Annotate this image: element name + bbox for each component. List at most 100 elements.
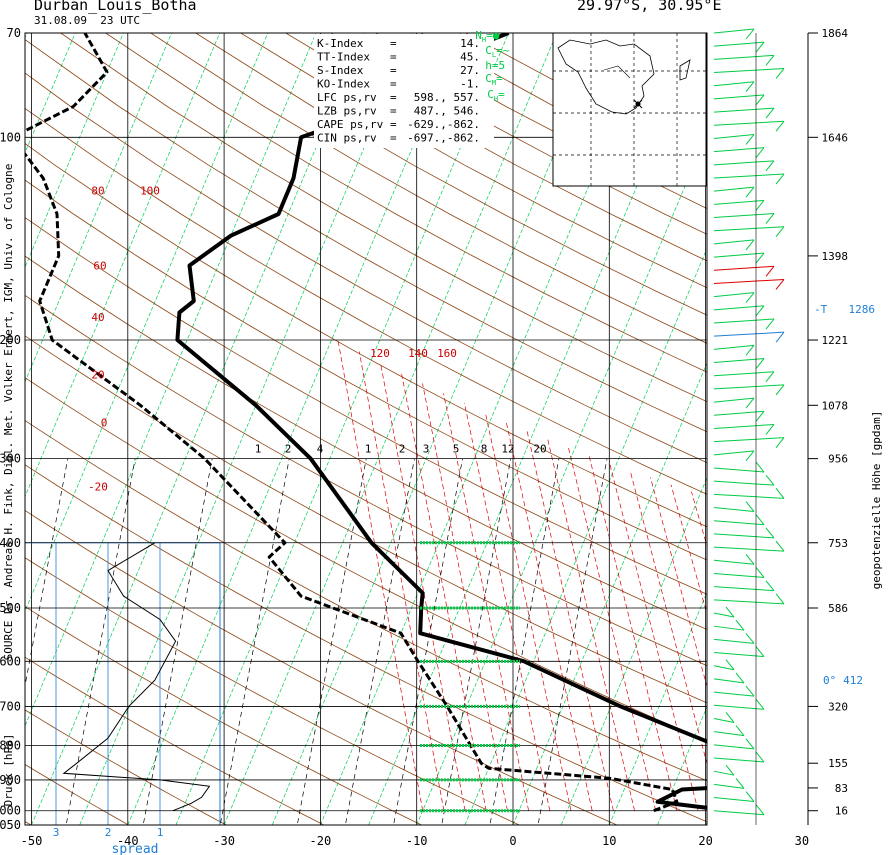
- inset-map-frame: [552, 32, 707, 187]
- wind-barb-flag: [765, 580, 775, 591]
- index-value: -629.,-862.: [407, 118, 480, 131]
- geopotential-label: 1864: [822, 27, 849, 40]
- mixing-ratio-line: [345, 458, 415, 825]
- index-value: 14.: [460, 37, 480, 50]
- inset-map-coastline: [557, 39, 655, 115]
- wind-barb-shaft: [713, 239, 755, 245]
- wind-barb-flag: [745, 553, 755, 565]
- wind-barb-flag: [755, 461, 765, 473]
- wind-barb-shaft: [713, 704, 765, 710]
- mixing-ratio-line: [142, 458, 213, 825]
- wind-barb-shaft: [713, 480, 775, 486]
- index-eq: =: [390, 105, 397, 118]
- dry-adiabat-label: 0: [101, 416, 108, 429]
- wind-barb-flag: [775, 279, 785, 290]
- geopotential-label: 586: [828, 602, 848, 615]
- dry-adiabat-line: [25, 39, 707, 433]
- index-eq: =: [390, 51, 397, 64]
- wind-barb-shaft: [713, 173, 785, 179]
- wind-barb-flag: [755, 358, 765, 369]
- dry-adiabat-line: [25, 764, 129, 825]
- spread-tick-label: 1: [157, 826, 164, 839]
- wind-barb-shaft: [713, 371, 775, 377]
- wind-barb-shaft: [713, 160, 775, 166]
- wind-barb-shaft: [713, 586, 775, 592]
- wind-barb-flag: [735, 672, 745, 684]
- wind-barb-flag: [775, 173, 785, 185]
- index-eq: =: [390, 118, 397, 131]
- mixing-ratio-line: [393, 458, 463, 825]
- moist-adiabat-line: [588, 454, 678, 811]
- geopotential-axis-label: geopotenzielle Höhe [gpdam]: [870, 411, 883, 590]
- wind-barb-shaft: [713, 384, 785, 390]
- cloud-cm-label: C: [485, 72, 492, 86]
- moist-adiabat-line: [629, 469, 707, 766]
- mixing-ratio-label: 2: [285, 443, 292, 456]
- moist-adiabat-line: [547, 438, 635, 811]
- wind-barb-shaft: [713, 625, 745, 631]
- isotherm-line: [25, 33, 221, 498]
- wind-barb-shaft: [713, 731, 745, 737]
- wind-barb-shaft: [713, 450, 755, 456]
- index-value: 45.: [460, 51, 480, 64]
- wind-barb-shaft: [713, 226, 785, 232]
- dry-adiabat-line: [25, 179, 707, 561]
- index-name: LZB ps,rv: [317, 105, 377, 118]
- wind-barb-shaft: [713, 199, 765, 205]
- geopotential-label: 1078: [822, 399, 849, 412]
- moist-adiabat-line: [358, 351, 445, 811]
- pressure-tick-label: 900: [0, 773, 21, 787]
- cloud-nh-sub: H: [481, 36, 487, 45]
- wind-barb-flag: [735, 725, 745, 736]
- moist-adiabat-line: [380, 362, 466, 811]
- inset-map-island: [679, 59, 691, 81]
- pressure-tick-label: 70: [7, 26, 21, 40]
- wind-barb-flag: [765, 107, 775, 119]
- wind-barb-flag: [775, 488, 785, 499]
- plot-frame: [24, 32, 708, 826]
- isotherm-line: [464, 247, 707, 825]
- wind-barb-shaft: [713, 678, 745, 684]
- wind-barb-flag: [765, 371, 775, 383]
- wind-barb-shaft: [713, 533, 775, 539]
- mixing-ratio-line: [489, 458, 560, 825]
- pressure-tick-label: 1000: [0, 804, 21, 818]
- index-eq: =: [390, 64, 397, 77]
- wind-barb-flag: [745, 28, 755, 40]
- wind-barb-flag: [745, 633, 755, 644]
- moist-adiabat-label: 120: [370, 347, 390, 360]
- mixing-ratio-label: 1: [365, 443, 372, 456]
- moist-adiabat-label: 160: [437, 347, 457, 360]
- dry-adiabat-line: [25, 255, 707, 630]
- geopotential-label: 753: [828, 537, 848, 550]
- cloud-cl-value: =~: [496, 44, 510, 58]
- isotherm-line: [512, 362, 707, 825]
- wind-barb-shaft: [713, 292, 755, 298]
- wind-barb-flag: [745, 186, 755, 198]
- moist-adiabat-line: [650, 477, 707, 689]
- mixing-ratio-label: 3: [423, 443, 430, 456]
- wind-barb-flag: [765, 265, 775, 277]
- mixing-ratio-line: [25, 458, 69, 688]
- wind-barb-flag: [745, 397, 755, 409]
- wind-barb-flag: [765, 55, 775, 66]
- pressure-axis-label: Druck [hPa]: [2, 734, 15, 807]
- dry-adiabat-label: -20: [88, 480, 108, 493]
- wind-barb-flag: [755, 514, 765, 526]
- wind-barb-shaft: [713, 252, 765, 258]
- wind-barb-shaft: [713, 423, 775, 429]
- moist-adiabat-line: [567, 446, 657, 811]
- wind-barb-shaft: [713, 331, 785, 337]
- isotherm-line: [25, 33, 269, 613]
- plot-area: [25, 33, 707, 825]
- pressure-tick-label: 1050: [0, 818, 21, 832]
- dry-adiabat-line: [25, 606, 422, 825]
- wind-barb-shaft: [713, 68, 785, 74]
- wind-barb-shaft: [713, 358, 765, 364]
- freezing-level-label: 0°: [823, 674, 836, 687]
- moist-adiabat-line: [443, 393, 529, 811]
- wind-barb-flag: [755, 200, 765, 211]
- wind-barb-flag: [745, 345, 755, 356]
- tropopause-label: -T: [814, 303, 828, 316]
- moist-adiabat-line: [691, 491, 707, 548]
